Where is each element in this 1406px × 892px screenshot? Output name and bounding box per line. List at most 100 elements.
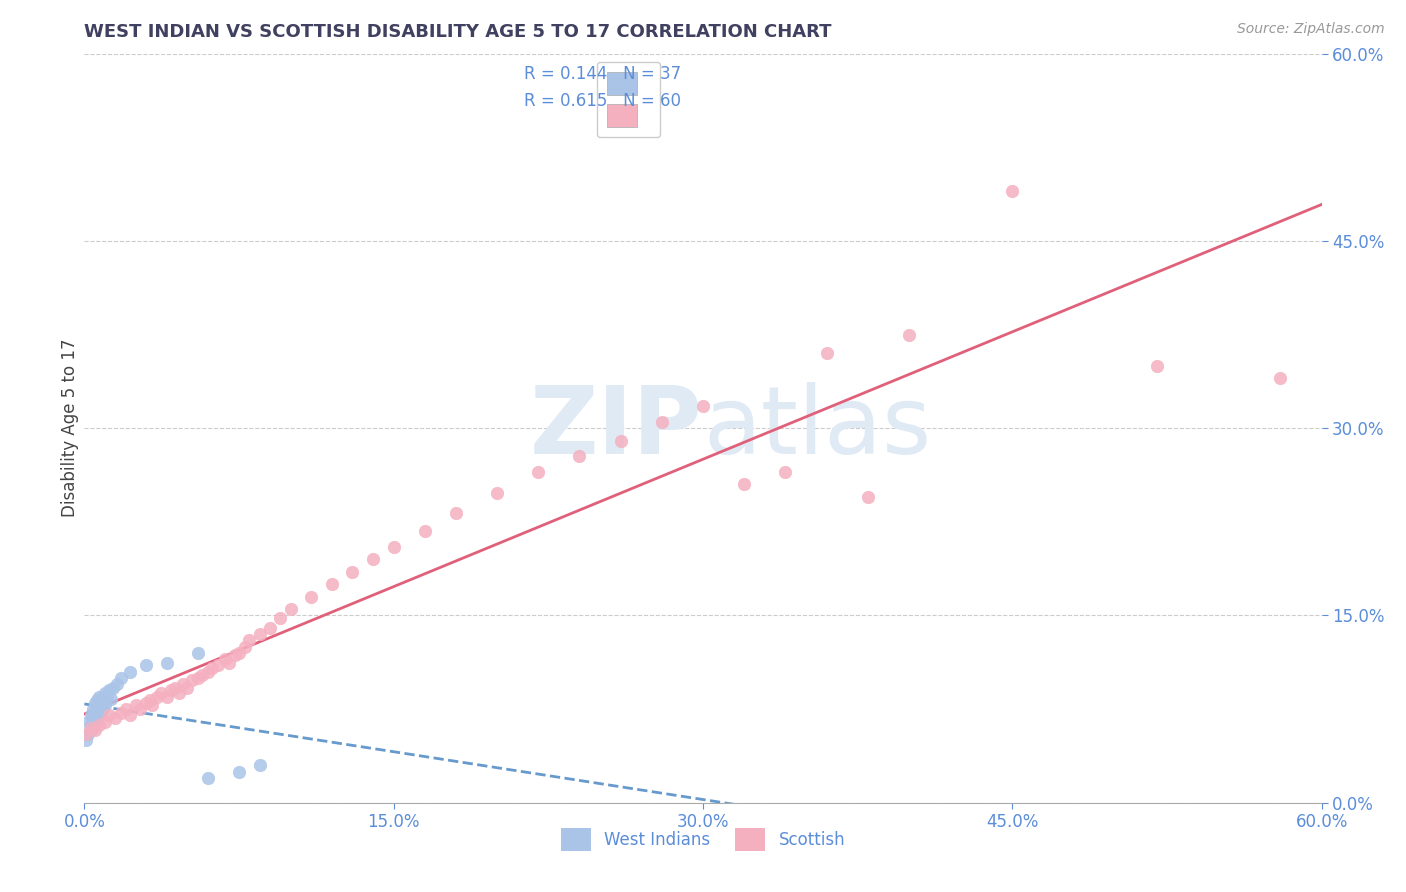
Point	[259, 621, 281, 635]
Point	[269, 611, 291, 625]
Point	[83, 723, 105, 738]
Point	[165, 681, 187, 695]
Point	[176, 681, 198, 695]
Point	[156, 656, 179, 670]
Point	[139, 693, 162, 707]
Point	[82, 721, 104, 735]
Point	[224, 648, 246, 663]
Point	[86, 693, 108, 707]
Point	[201, 661, 224, 675]
Point	[104, 711, 127, 725]
Text: ZIP: ZIP	[530, 382, 703, 475]
Y-axis label: Disability Age 5 to 17: Disability Age 5 to 17	[62, 339, 80, 517]
Point	[91, 702, 114, 716]
Point	[214, 652, 236, 666]
Point	[413, 524, 436, 538]
Point	[79, 723, 101, 738]
Point	[83, 706, 105, 720]
Point	[233, 640, 256, 654]
Point	[527, 465, 550, 479]
Text: Source: ZipAtlas.com: Source: ZipAtlas.com	[1237, 22, 1385, 37]
Text: R = 0.615   N = 60: R = 0.615 N = 60	[523, 92, 681, 110]
Point	[160, 683, 183, 698]
Point	[249, 758, 271, 772]
Point	[110, 706, 132, 720]
Point	[90, 696, 112, 710]
Point	[280, 602, 302, 616]
Point	[898, 327, 921, 342]
Point	[94, 686, 117, 700]
Point	[86, 711, 108, 725]
Point	[110, 671, 132, 685]
Point	[382, 540, 405, 554]
Point	[187, 646, 209, 660]
Point	[125, 698, 148, 713]
Point	[149, 686, 172, 700]
Point	[91, 693, 114, 707]
Text: WEST INDIAN VS SCOTTISH DISABILITY AGE 5 TO 17 CORRELATION CHART: WEST INDIAN VS SCOTTISH DISABILITY AGE 5…	[84, 23, 832, 41]
Point	[1270, 371, 1292, 385]
Point	[86, 702, 108, 716]
Legend: West Indians, Scottish: West Indians, Scottish	[554, 822, 852, 858]
Point	[568, 449, 591, 463]
Point	[172, 677, 194, 691]
Point	[145, 690, 167, 704]
Point	[197, 665, 219, 679]
Point	[775, 465, 797, 479]
Point	[1146, 359, 1168, 373]
Point	[83, 696, 105, 710]
Point	[87, 718, 110, 732]
Point	[87, 698, 110, 713]
Point	[299, 590, 322, 604]
Point	[815, 346, 838, 360]
Text: atlas: atlas	[703, 382, 931, 475]
Point	[94, 714, 117, 729]
Point	[105, 677, 128, 691]
Point	[114, 702, 136, 716]
Point	[856, 490, 879, 504]
Point	[79, 721, 101, 735]
Point	[77, 727, 100, 741]
Point	[692, 399, 714, 413]
Point	[197, 771, 219, 785]
Point	[129, 702, 152, 716]
Point	[1001, 184, 1024, 198]
Point	[238, 633, 260, 648]
Point	[141, 698, 163, 713]
Point	[156, 690, 179, 704]
Point	[118, 665, 141, 679]
Point	[98, 683, 121, 698]
Point	[103, 681, 125, 695]
Point	[609, 434, 631, 448]
Point	[207, 658, 229, 673]
Point	[118, 708, 141, 723]
Point	[218, 656, 240, 670]
Point	[180, 673, 202, 688]
Point	[228, 646, 250, 660]
Point	[187, 671, 209, 685]
Point	[135, 696, 157, 710]
Point	[651, 415, 673, 429]
Point	[444, 506, 467, 520]
Point	[361, 552, 384, 566]
Point	[87, 690, 110, 704]
Point	[167, 686, 190, 700]
Point	[77, 714, 100, 729]
Point	[82, 711, 104, 725]
Text: R = 0.144   N = 37: R = 0.144 N = 37	[523, 65, 681, 83]
Point	[100, 692, 122, 706]
Point	[90, 706, 112, 720]
Point	[321, 577, 343, 591]
Point	[75, 727, 97, 741]
Point	[83, 714, 105, 729]
Point	[94, 698, 117, 713]
Point	[82, 702, 104, 716]
Point	[485, 486, 508, 500]
Point	[79, 708, 101, 723]
Point	[135, 658, 157, 673]
Point	[249, 627, 271, 641]
Point	[228, 764, 250, 779]
Point	[87, 708, 110, 723]
Point	[79, 718, 101, 732]
Point	[75, 733, 97, 747]
